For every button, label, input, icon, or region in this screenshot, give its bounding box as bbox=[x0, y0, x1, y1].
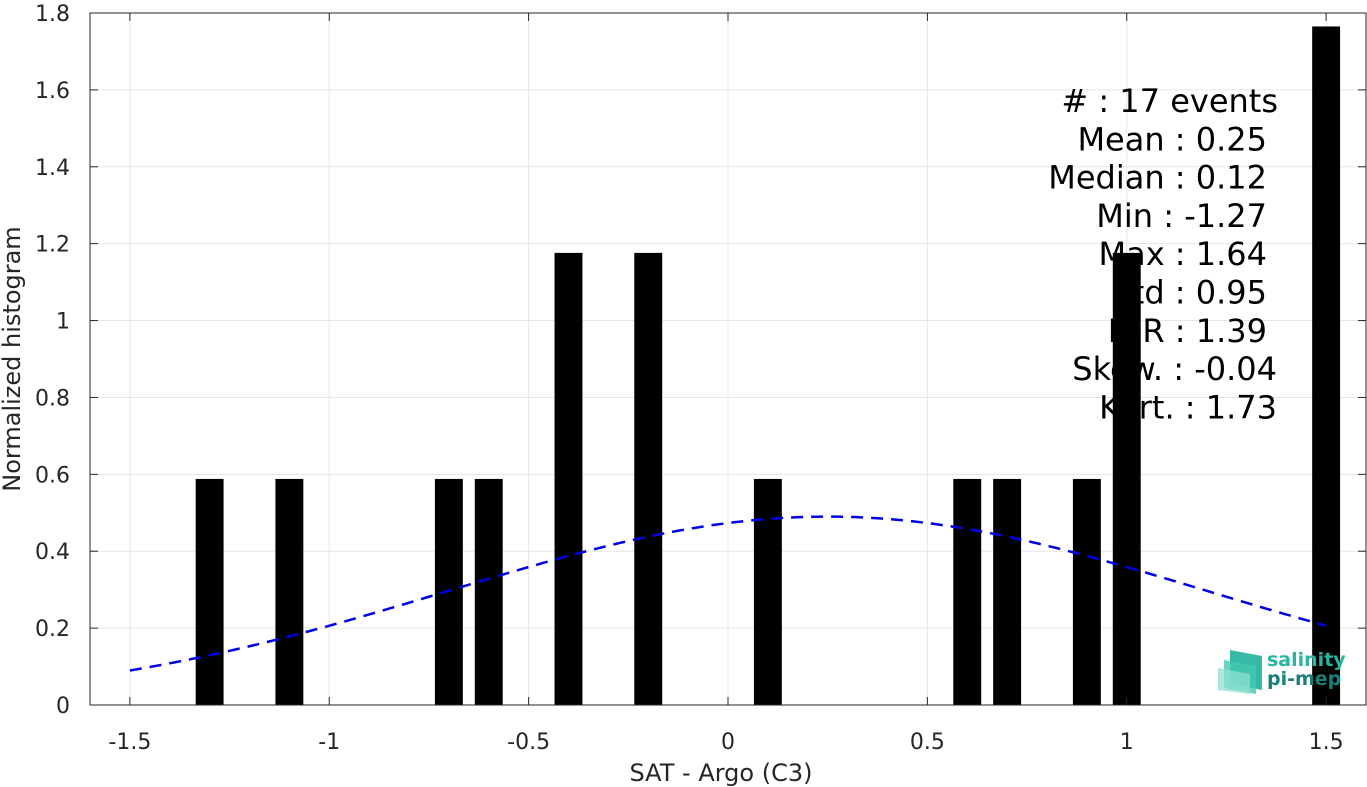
stats-line-1: Mean : 0.25 bbox=[1077, 120, 1267, 158]
stats-line-8: Kurt. : 1.73 bbox=[1099, 388, 1277, 426]
y-tick-label-0: 0 bbox=[56, 694, 70, 719]
bar-5 bbox=[634, 252, 663, 706]
fit-curve bbox=[129, 515, 1327, 672]
y-tick-label-8: 1.6 bbox=[35, 79, 70, 104]
y-tick-label-3: 0.6 bbox=[35, 463, 70, 488]
x-axis-label: SAT - Argo (C3) bbox=[630, 759, 813, 787]
y-tick-label-9: 1.8 bbox=[35, 2, 70, 27]
stats-line-0: # : 17 events bbox=[1061, 82, 1278, 120]
stats-line-6: IQR : 1.39 bbox=[1108, 312, 1267, 350]
bar-6 bbox=[753, 478, 782, 705]
logo-mark-icon bbox=[1218, 650, 1262, 694]
y-tick-label-4: 0.8 bbox=[35, 386, 70, 411]
bar-11 bbox=[1312, 26, 1341, 705]
x-tick-label-5: 1 bbox=[1120, 730, 1134, 755]
y-tick-label-6: 1.2 bbox=[35, 233, 70, 258]
stats-line-7: Skew. : -0.04 bbox=[1072, 350, 1277, 388]
y-tick-label-7: 1.4 bbox=[35, 156, 70, 181]
stats-line-2: Median : 0.12 bbox=[1048, 159, 1267, 197]
bar-7 bbox=[953, 478, 982, 705]
y-axis-label: Normalized histogram bbox=[0, 226, 26, 491]
x-tick-label-2: -0.5 bbox=[507, 730, 550, 755]
bar-3 bbox=[474, 478, 503, 705]
x-tick-label-0: -1.5 bbox=[108, 730, 151, 755]
stats-line-5: Std : 0.95 bbox=[1111, 274, 1267, 312]
logo-text-pimep: pi-mep bbox=[1267, 668, 1341, 690]
bars bbox=[195, 26, 1341, 706]
y-tick-label-2: 0.4 bbox=[35, 540, 70, 565]
stats-line-3: Min : -1.27 bbox=[1096, 197, 1267, 235]
y-tick-label-1: 0.2 bbox=[35, 617, 70, 642]
bar-8 bbox=[993, 478, 1022, 705]
bar-0 bbox=[195, 478, 224, 705]
bar-9 bbox=[1072, 478, 1101, 705]
x-tick-label-1: -1 bbox=[318, 730, 340, 755]
ticks: -1.5 -1 -0.5 0 0.5 1 1.5 0 0.2 0.4 0.6 0.8 1 1.2 1.4 1.… bbox=[35, 2, 1366, 755]
x-tick-label-3: 0 bbox=[721, 730, 735, 755]
y-tick-label-5: 1 bbox=[56, 310, 70, 335]
bar-4 bbox=[554, 252, 583, 706]
stats-line-4: Max : 1.64 bbox=[1098, 235, 1267, 273]
logo-text-salinity: salinity bbox=[1267, 649, 1346, 671]
bar-1 bbox=[275, 478, 304, 705]
x-tick-label-6: 1.5 bbox=[1309, 730, 1344, 755]
bar-10 bbox=[1112, 252, 1141, 706]
salinity-pimep-logo: salinity pi-mep bbox=[1218, 649, 1346, 694]
x-tick-label-4: 0.5 bbox=[910, 730, 945, 755]
